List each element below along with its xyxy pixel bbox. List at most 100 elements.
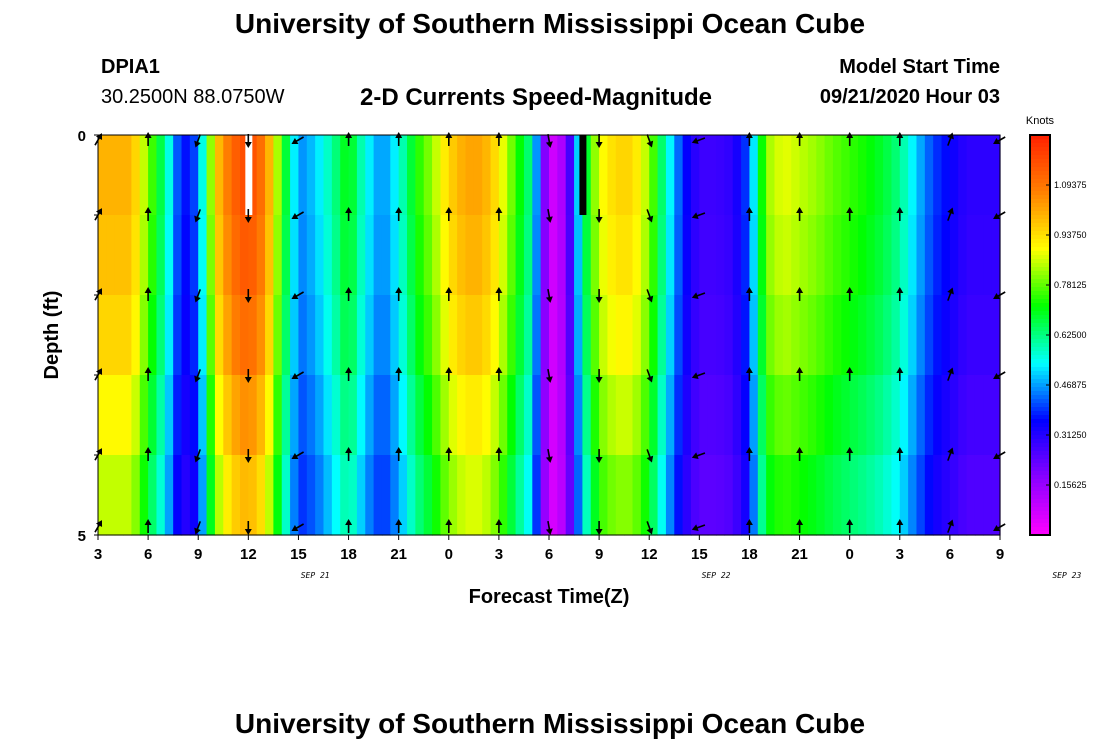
current-arrow [545, 520, 553, 535]
colorbar-segment [1030, 207, 1050, 212]
current-arrow [691, 452, 706, 459]
current-arrow [545, 368, 553, 383]
colorbar-segment [1030, 331, 1050, 336]
heatmap-cell [156, 375, 166, 456]
current-arrow-head [395, 519, 403, 525]
heatmap-cell [523, 295, 533, 376]
heatmap-cell [540, 375, 550, 456]
heatmap-cell [156, 295, 166, 376]
heatmap-cell [624, 375, 634, 456]
heatmap-cell [682, 375, 692, 456]
heatmap-cell [523, 375, 533, 456]
heatmap-cell [574, 375, 584, 456]
current-arrow [194, 289, 202, 303]
heatmap-cell [724, 375, 734, 456]
heatmap-cell [966, 375, 976, 456]
heatmap-cell [198, 455, 208, 536]
heatmap-cell [891, 135, 901, 216]
heatmap-cell [690, 135, 700, 216]
heatmap-cell [457, 135, 467, 216]
colorbar-segment [1030, 431, 1050, 436]
heatmap-cell [290, 215, 300, 296]
heatmap-cell [757, 375, 767, 456]
heatmap-cell [807, 295, 817, 376]
colorbar-segment [1030, 343, 1050, 348]
heatmap-cell [674, 455, 684, 536]
heatmap-cell [281, 215, 291, 296]
heatmap-cell [206, 135, 216, 216]
heatmap-cell [189, 215, 199, 296]
current-arrow-head [194, 215, 201, 223]
heatmap-cell [473, 135, 483, 216]
current-arrow-head [796, 519, 804, 525]
colorbar-segment [1030, 359, 1050, 364]
heatmap-cell [782, 215, 792, 296]
heatmap-cell [983, 455, 993, 536]
current-arrow [395, 367, 403, 381]
current-arrow [291, 291, 304, 300]
colorbar-segment [1030, 323, 1050, 328]
heatmap-cell [891, 215, 901, 296]
heatmap-cell [198, 135, 208, 216]
heatmap-cell [991, 375, 1001, 456]
heatmap-cell [916, 215, 926, 296]
current-arrow [395, 207, 403, 221]
heatmap-cell [123, 375, 133, 456]
current-arrow-head [993, 137, 1001, 145]
heatmap-cell [949, 375, 959, 456]
heatmap-cell [356, 455, 366, 536]
heatmap-cell [407, 455, 416, 536]
colorbar-segment [1030, 287, 1050, 292]
current-arrow [745, 519, 753, 533]
heatmap-cell [732, 135, 742, 216]
current-arrow-head [896, 207, 904, 213]
heatmap-cell [390, 455, 400, 536]
heatmap-cell [465, 135, 475, 216]
current-arrow [291, 451, 304, 460]
heatmap-cell [557, 295, 567, 376]
heatmap-cell [699, 215, 709, 296]
heatmap-cell [239, 375, 249, 456]
colorbar-segment [1030, 243, 1050, 248]
heatmap-cell [148, 375, 158, 456]
current-arrow [947, 367, 954, 381]
heatmap-cells [98, 135, 1001, 536]
x-tick-label: 21 [791, 546, 808, 563]
heatmap-cell [607, 135, 617, 216]
current-arrow [345, 207, 353, 221]
heatmap-cell [574, 295, 584, 376]
heatmap-cell [816, 455, 826, 536]
heatmap-cell [323, 295, 333, 376]
heatmap-cell [582, 455, 592, 536]
heatmap-cell [824, 455, 834, 536]
current-arrow-head [545, 141, 553, 148]
heatmap-cell [908, 295, 918, 376]
heatmap-cell [866, 295, 876, 376]
heatmap-cell [432, 455, 442, 536]
colorbar-segment [1030, 491, 1050, 496]
heatmap-cell [515, 135, 525, 216]
heatmap-cell [807, 375, 817, 456]
current-arrow-head [947, 287, 954, 295]
heatmap-cell [440, 135, 450, 216]
heatmap-cell [590, 215, 600, 296]
heatmap-cell [423, 215, 433, 296]
current-arrow-head [545, 528, 553, 535]
colorbar-segment [1030, 151, 1050, 156]
heatmap-cell [958, 455, 968, 536]
heatmap-cell [306, 135, 316, 216]
heatmap-cell [908, 455, 918, 536]
current-arrow [595, 521, 603, 535]
current-arrow-head [445, 207, 453, 213]
x-tick-label: 18 [340, 546, 357, 563]
colorbar-segment [1030, 175, 1050, 180]
heatmap-cell [782, 455, 792, 536]
heatmap-cell [741, 375, 751, 456]
current-arrow [345, 447, 353, 461]
heatmap-cell [908, 135, 918, 216]
current-arrow-head [445, 367, 453, 373]
heatmap-cell [106, 135, 116, 216]
heatmap-cell [131, 135, 141, 216]
colorbar-segment [1030, 399, 1050, 404]
heatmap-cell [699, 135, 709, 216]
